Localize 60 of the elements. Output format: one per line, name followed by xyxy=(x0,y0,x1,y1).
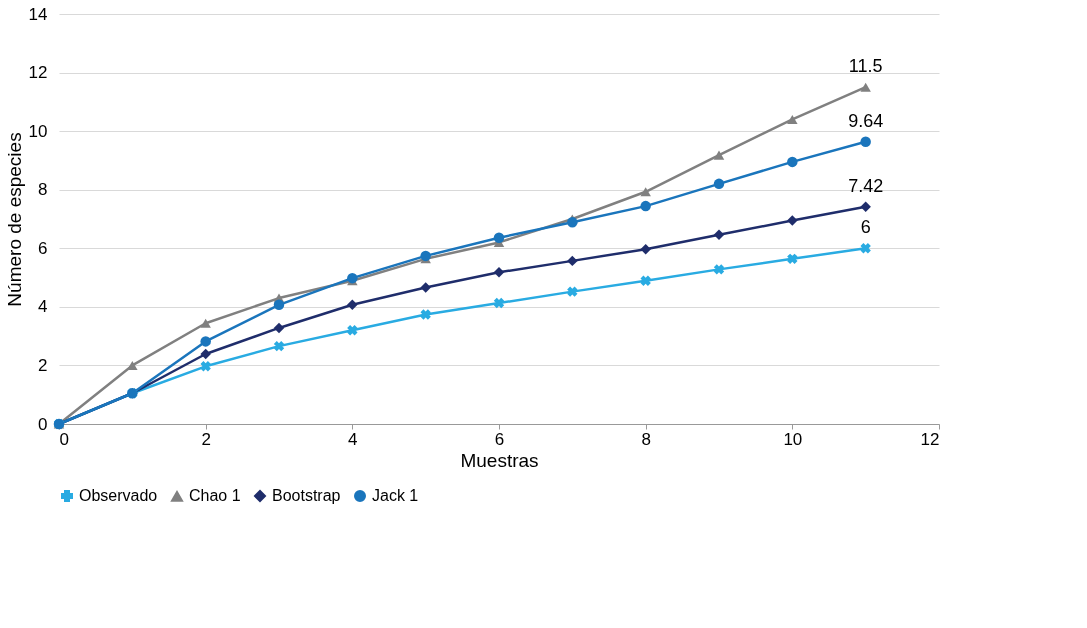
y-axis-title: Número de especies xyxy=(3,132,25,307)
point xyxy=(493,267,505,278)
y-tick-label: 4 xyxy=(38,297,48,317)
y-tick-label: 0 xyxy=(38,414,48,434)
y-tick-label: 6 xyxy=(38,238,48,258)
point xyxy=(273,340,285,352)
point xyxy=(640,187,651,197)
point xyxy=(787,215,798,226)
y-tick-label: 10 xyxy=(28,121,48,141)
point xyxy=(200,336,211,347)
data-label: 11.5 xyxy=(848,56,883,77)
point xyxy=(787,253,798,265)
legend-label: Chao 1 xyxy=(189,487,241,505)
x-tick-label: 12 xyxy=(920,429,940,449)
point xyxy=(273,299,285,311)
point xyxy=(347,272,358,284)
point xyxy=(420,250,431,262)
y-tick-label: 12 xyxy=(28,63,48,83)
point xyxy=(347,299,358,311)
x-tick-label: 4 xyxy=(348,429,358,449)
x-tick-label: 8 xyxy=(641,429,651,449)
y-tick-label: 2 xyxy=(38,355,48,375)
data-label: 7.42 xyxy=(848,175,884,196)
point xyxy=(420,282,431,293)
legend-label: Observado xyxy=(79,487,158,504)
point xyxy=(860,201,871,212)
x-axis-title: Muestras xyxy=(460,449,539,471)
point xyxy=(787,156,798,168)
point xyxy=(200,318,211,328)
point xyxy=(860,243,871,254)
point xyxy=(640,200,651,212)
point xyxy=(567,255,578,267)
point xyxy=(713,264,725,275)
point xyxy=(347,325,358,336)
point xyxy=(493,297,505,309)
point xyxy=(860,136,871,147)
data-label: 9.64 xyxy=(848,110,884,131)
x-tick-label: 2 xyxy=(201,429,211,449)
point xyxy=(420,309,431,320)
point xyxy=(273,322,285,334)
point xyxy=(200,348,211,360)
point xyxy=(567,286,578,297)
x-tick-label: 0 xyxy=(59,429,69,449)
x-tick-label: 10 xyxy=(783,429,803,449)
point xyxy=(713,229,725,241)
point xyxy=(200,361,211,372)
point xyxy=(493,232,505,243)
point xyxy=(787,114,798,124)
x-tick-label: 6 xyxy=(494,429,505,449)
point xyxy=(713,150,725,160)
y-tick-label: 8 xyxy=(38,180,48,200)
legend-label: Jack 1 xyxy=(372,487,419,504)
point xyxy=(640,243,651,255)
point xyxy=(713,178,725,190)
point xyxy=(567,216,578,228)
point xyxy=(640,275,651,286)
data-label: 6 xyxy=(860,217,871,238)
legend-label: Bootstrap xyxy=(272,487,341,504)
point xyxy=(860,82,871,92)
y-tick-label: 14 xyxy=(28,4,48,24)
